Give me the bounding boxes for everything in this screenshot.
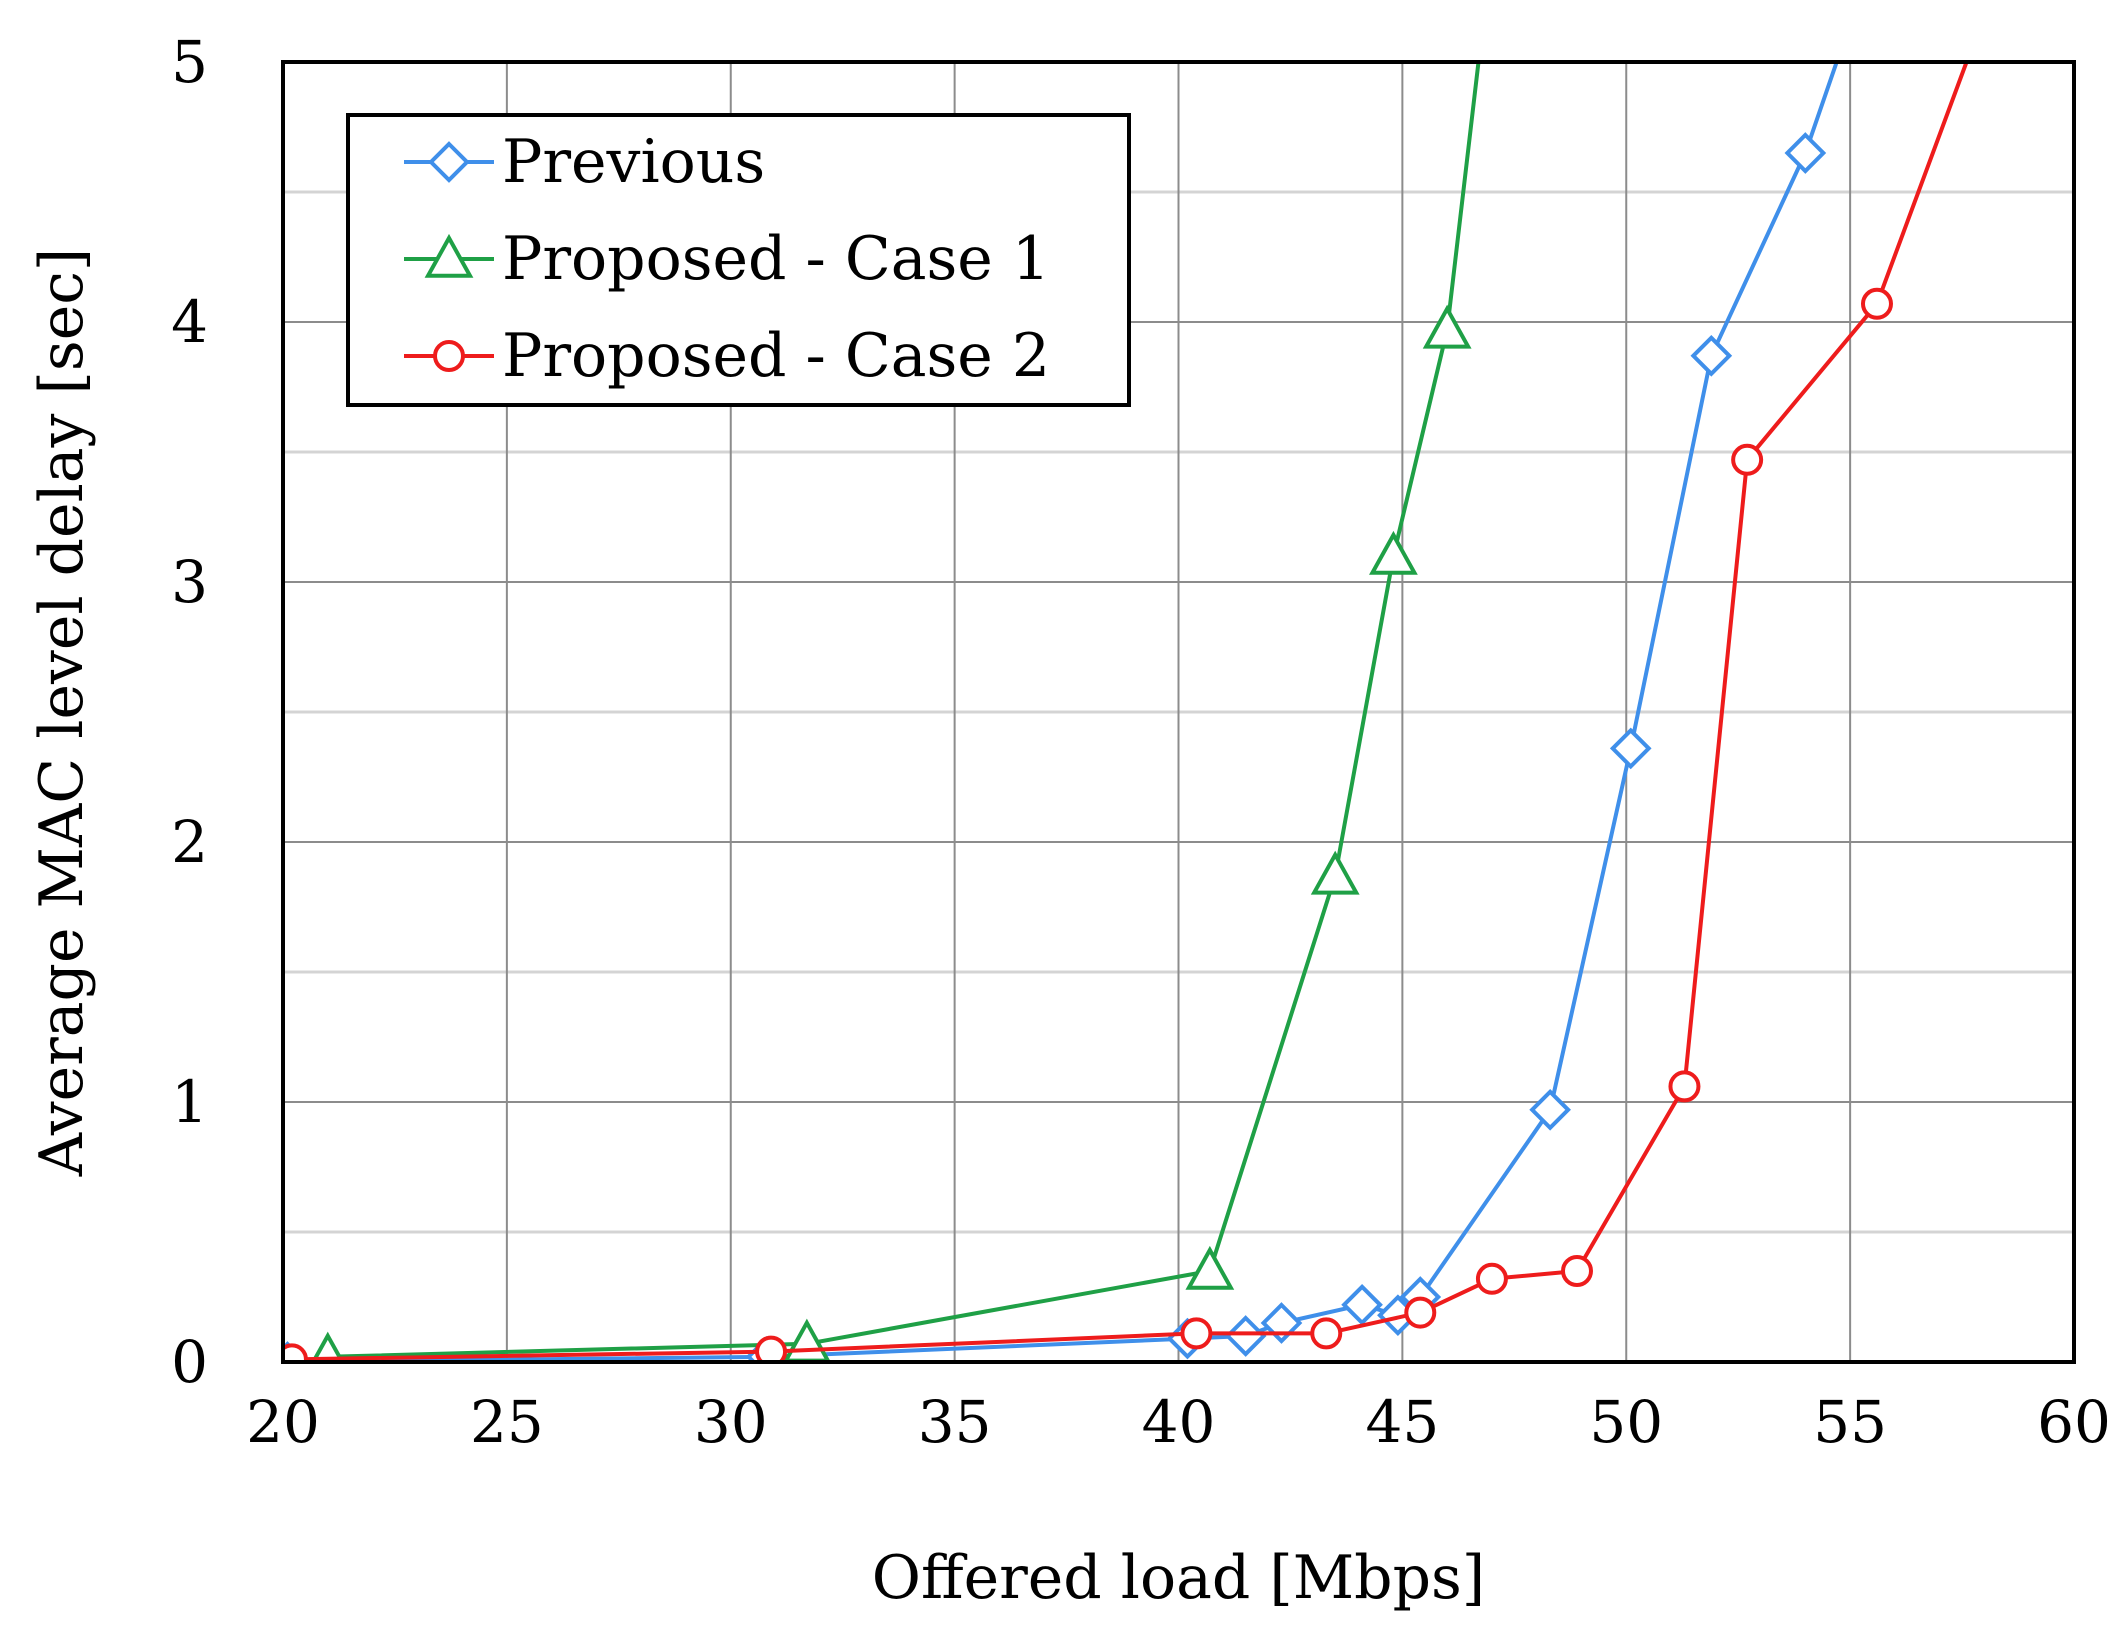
x-tick-label: 50 <box>1589 1388 1663 1456</box>
y-tick-label: 0 <box>171 1328 208 1396</box>
x-tick-label: 20 <box>246 1388 320 1456</box>
y-tick-label: 2 <box>171 808 208 876</box>
data-point <box>1731 443 1764 476</box>
legend-marker <box>424 233 474 278</box>
y-tick-label: 3 <box>171 548 208 616</box>
y-axis-title: Average MAC level delay [sec] <box>27 248 97 1177</box>
data-point <box>1529 1088 1571 1131</box>
data-point <box>1310 850 1360 895</box>
x-tick-label: 60 <box>2037 1388 2111 1456</box>
x-tick-label: 30 <box>694 1388 768 1456</box>
legend-entry: Previous <box>404 127 765 197</box>
data-point <box>283 1343 308 1362</box>
data-point <box>1690 334 1733 377</box>
legend: Previous Proposed - Case 1 Proposed - Case… <box>346 113 1131 407</box>
data-point <box>1180 1317 1213 1350</box>
plot-frame <box>281 60 2076 1364</box>
data-point <box>1609 727 1652 770</box>
x-axis-ticks: 20 25 30 35 40 45 50 55 60 <box>246 1388 2111 1456</box>
legend-marker <box>428 141 470 183</box>
legend-label: Proposed - Case 1 <box>502 224 1050 294</box>
y-tick-label: 4 <box>171 288 208 356</box>
data-point <box>1475 1262 1508 1295</box>
x-tick-label: 35 <box>918 1388 992 1456</box>
data-point <box>1860 287 1893 320</box>
data-point <box>1404 1296 1437 1329</box>
data-point <box>1369 530 1418 575</box>
series-2 <box>283 62 1969 1362</box>
y-axis-ticks: 0 1 2 3 4 5 <box>171 28 208 1396</box>
legend-entry: Proposed - Case 1 <box>404 224 1050 294</box>
y-tick-label: 5 <box>171 28 208 96</box>
legend-label: Previous <box>502 127 765 197</box>
x-tick-label: 25 <box>470 1388 544 1456</box>
data-point <box>1422 304 1472 349</box>
series-layer <box>283 62 1969 1362</box>
data-point <box>1310 1317 1343 1350</box>
data-point <box>1341 1283 1383 1326</box>
x-tick-label: 55 <box>1813 1388 1887 1456</box>
legend-entry: Proposed - Case 2 <box>404 321 1050 391</box>
x-axis-title: Offered load [Mbps] <box>872 1543 1485 1613</box>
legend-marker <box>433 340 465 372</box>
x-tick-label: 40 <box>1142 1388 1216 1456</box>
data-point <box>755 1335 788 1362</box>
data-point <box>1185 1245 1235 1290</box>
legend-entries: Previous Proposed - Case 1 Proposed - Case… <box>404 127 1050 391</box>
y-tick-label: 1 <box>171 1068 208 1136</box>
data-point <box>310 1331 345 1362</box>
data-point <box>1560 1255 1593 1287</box>
data-point <box>1224 1315 1267 1357</box>
data-point <box>1784 132 1827 174</box>
data-point <box>1668 1070 1701 1103</box>
x-tick-label: 45 <box>1365 1388 1439 1456</box>
legend-label: Proposed - Case 2 <box>502 321 1050 391</box>
